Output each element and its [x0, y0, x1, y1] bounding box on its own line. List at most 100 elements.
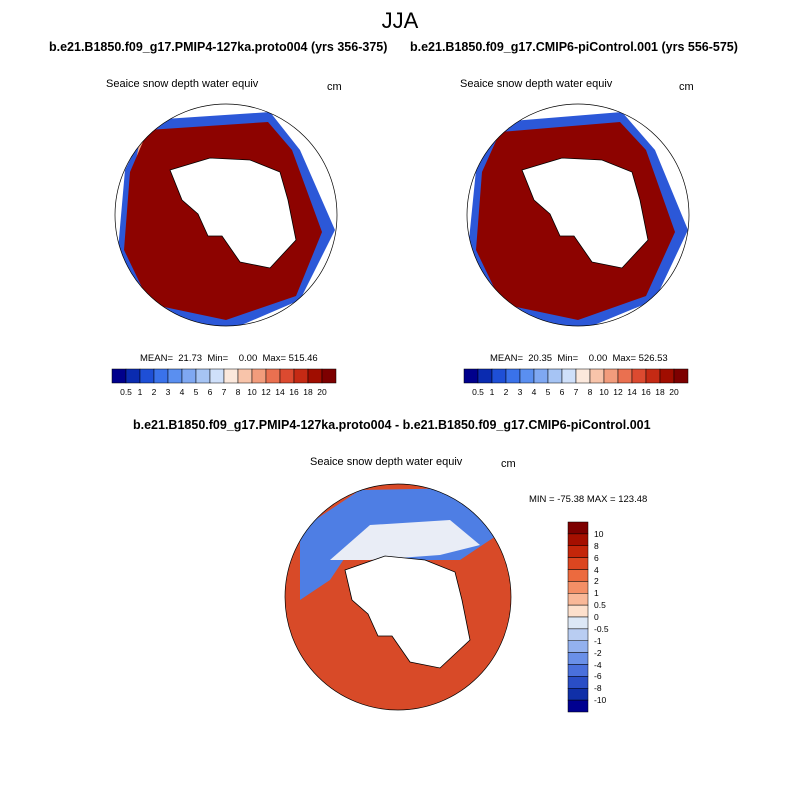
colorbar-tick-label: 3 [517, 387, 523, 397]
colorbar-swatch [237, 368, 253, 384]
map-boundary-2 [466, 103, 690, 327]
colorbar-tick-label: 12 [261, 387, 271, 397]
colorbar-tick-label: -4 [594, 659, 602, 670]
colorbar-swatch [603, 368, 619, 384]
colorbar-tick-label: 0.5 [594, 600, 606, 611]
colorbar-swatch [111, 368, 127, 384]
colorbar-swatch [279, 368, 295, 384]
colorbar-tick-label: 2 [594, 576, 599, 587]
colorbar-tick-label: 20 [317, 387, 327, 397]
colorbar-tick-label: 4 [179, 387, 185, 397]
colorbar-swatch [251, 368, 267, 384]
colorbar-swatch [575, 368, 591, 384]
antarctica-landmass [344, 555, 471, 669]
colorbar-swatch [265, 368, 281, 384]
colorbar-swatch [139, 368, 155, 384]
map-panel-diff [285, 484, 511, 710]
colorbar-tick-label: -8 [594, 683, 602, 694]
colorbar-swatch [125, 368, 141, 384]
colorbar-swatch [307, 368, 323, 384]
antarctica-landmass [521, 157, 649, 269]
colorbar-tick-label: 4 [594, 564, 599, 575]
colorbar-tick-label: 6 [559, 387, 565, 397]
colorbar-swatch [181, 368, 197, 384]
colorbar-swatch [533, 368, 549, 384]
colorbar-swatch [463, 368, 479, 384]
colorbar-swatch [567, 557, 589, 570]
map-boundary-diff [284, 483, 512, 711]
colorbar-tick-label: -0.5 [594, 623, 609, 634]
colorbar-swatch [567, 593, 589, 606]
colorbar-swatch [567, 521, 589, 535]
colorbar-tick-label: 5 [545, 387, 551, 397]
colorbar-tick-label: 4 [531, 387, 537, 397]
colorbar-swatch [567, 652, 589, 665]
colorbar-tick-label: 0.5 [472, 387, 484, 397]
colorbar-swatch [567, 616, 589, 630]
colorbar-swatch [519, 368, 535, 384]
colorbar-swatch [567, 545, 589, 558]
colorbar-tick-label: 8 [587, 387, 593, 397]
colorbar-tick-label: 0 [594, 612, 599, 622]
colorbar-tick-label: 14 [275, 387, 285, 397]
colorbar-tick-label: 18 [303, 387, 313, 397]
antarctica-landmass [169, 157, 297, 269]
diff-caption: b.e21.B1850.f09_g17.PMIP4-127ka.proto004… [133, 418, 651, 432]
colorbar-tick-label: 14 [627, 387, 637, 397]
colorbar-tick-label: -10 [594, 695, 607, 706]
colorbar-swatch [195, 368, 211, 384]
diff-weak-zone [330, 520, 480, 560]
map-boundary-1 [114, 103, 338, 327]
colorbar-tick-label: -2 [594, 647, 602, 658]
colorbar-tick-label: -6 [594, 671, 602, 682]
colorbar-tick-label: 6 [594, 552, 599, 563]
diff-units: cm [501, 458, 516, 470]
panel2-caption: b.e21.B1850.f09_g17.CMIP6-piControl.001 … [410, 40, 738, 54]
colorbar-swatch [321, 368, 337, 384]
colorbar-swatch [567, 581, 589, 594]
panel2-stats: MEAN= 20.35 Min= 0.00 Max= 526.53 [490, 353, 668, 364]
colorbar-tick-label: -1 [594, 635, 602, 646]
colorbar-tick-label: 6 [207, 387, 213, 397]
colorbar-swatch [567, 533, 589, 546]
colorbar-tick-label: 10 [599, 387, 609, 397]
colorbar-tick-label: 8 [235, 387, 241, 397]
colorbar-tick-label: 12 [613, 387, 623, 397]
colorbar-swatch [547, 368, 563, 384]
colorbar-tick-label: 7 [573, 387, 579, 397]
colorbar-swatch [491, 368, 507, 384]
diff-minmax: MIN = -75.38 MAX = 123.48 [529, 494, 648, 505]
colorbar-swatch [567, 604, 589, 618]
colorbar-swatch [567, 688, 589, 701]
colorbar-tick-label: 18 [655, 387, 665, 397]
colorbar-swatch [153, 368, 169, 384]
colorbar-swatch [209, 368, 225, 384]
colorbar-tick-label: 8 [594, 540, 599, 551]
colorbar-tick-label: 16 [289, 387, 299, 397]
colorbar-tick-label: 1 [594, 588, 599, 599]
colorbar-swatch [659, 368, 675, 384]
colorbar-panel-2 [463, 368, 689, 384]
colorbar-swatch [505, 368, 521, 384]
colorbar-swatch [673, 368, 689, 384]
colorbar-diff [567, 521, 589, 713]
colorbar-tick-label: 0.5 [120, 387, 132, 397]
diff-variable-label: Seaice snow depth water equiv [310, 456, 463, 468]
colorbar-swatch [567, 569, 589, 582]
colorbar-tick-label: 10 [247, 387, 257, 397]
panel1-stats: MEAN= 21.73 Min= 0.00 Max= 515.46 [140, 353, 318, 364]
panel1-units: cm [327, 81, 342, 93]
panel2-variable-label: Seaice snow depth water equiv [460, 78, 613, 90]
colorbar-swatch [561, 368, 577, 384]
panel1-variable-label: Seaice snow depth water equiv [106, 78, 259, 90]
colorbar-swatch [645, 368, 661, 384]
colorbar-tick-label: 20 [669, 387, 679, 397]
colorbar-swatch [589, 368, 605, 384]
colorbar-swatch [223, 368, 239, 384]
colorbar-swatch [567, 628, 589, 641]
colorbar-swatch [567, 640, 589, 653]
colorbar-swatch [567, 664, 589, 677]
season-title: JJA [381, 8, 419, 33]
colorbar-swatch [293, 368, 309, 384]
